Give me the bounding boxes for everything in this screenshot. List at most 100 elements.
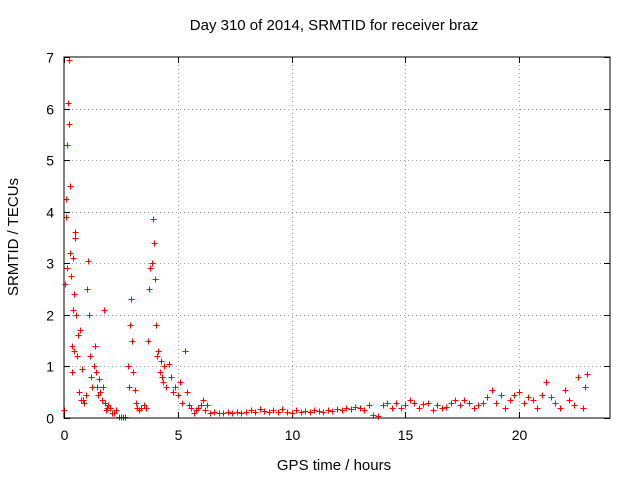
- data-point: [484, 394, 491, 401]
- data-point: [434, 402, 441, 409]
- data-point: [339, 407, 346, 414]
- data-point: [248, 407, 255, 414]
- data-point: [67, 183, 74, 190]
- data-point: [107, 405, 114, 412]
- data-point: [81, 400, 88, 407]
- data-point: [126, 384, 133, 391]
- x-axis-label: GPS time / hours: [277, 457, 391, 474]
- data-point: [502, 405, 509, 412]
- data-point: [375, 413, 382, 420]
- data-point: [480, 400, 487, 407]
- data-point: [566, 397, 573, 404]
- data-points: [61, 57, 591, 421]
- data-point: [127, 322, 134, 329]
- data-point: [172, 384, 179, 391]
- data-point: [575, 374, 582, 381]
- data-point: [152, 276, 159, 283]
- data-point: [84, 286, 91, 293]
- data-point: [316, 408, 323, 415]
- data-point: [67, 250, 74, 257]
- data-point: [457, 402, 464, 409]
- data-point: [198, 402, 205, 409]
- data-point: [279, 406, 286, 413]
- y-tick-label: 1: [46, 359, 54, 375]
- data-point: [334, 406, 341, 413]
- data-point: [562, 387, 569, 394]
- x-tick-label: 10: [285, 427, 301, 443]
- data-point: [207, 410, 214, 417]
- data-point: [430, 407, 437, 414]
- data-point: [580, 405, 587, 412]
- data-point: [151, 240, 158, 247]
- data-point: [157, 369, 164, 376]
- tick-layer: 0 1 2 3 4 5 6 7 0 5 10 15 20: [46, 50, 610, 443]
- data-point: [155, 348, 162, 355]
- data-point: [79, 366, 86, 373]
- data-point: [71, 348, 78, 355]
- data-point: [220, 410, 227, 417]
- data-point: [252, 409, 259, 416]
- data-point: [293, 407, 300, 414]
- data-point: [83, 392, 90, 399]
- data-point: [150, 216, 157, 223]
- data-point: [177, 379, 184, 386]
- data-point: [380, 402, 387, 409]
- data-point: [80, 397, 87, 404]
- data-point: [86, 312, 93, 319]
- data-point: [163, 384, 170, 391]
- data-point: [88, 374, 95, 381]
- data-point: [149, 260, 156, 267]
- x-tick-label: 20: [512, 427, 528, 443]
- data-point: [85, 258, 92, 265]
- data-point: [146, 286, 153, 293]
- data-point: [145, 338, 152, 345]
- y-axis-label: SRMTID / TECUs: [5, 178, 22, 296]
- data-point: [184, 389, 191, 396]
- data-point: [329, 408, 336, 415]
- data-point: [521, 400, 528, 407]
- data-point: [348, 406, 355, 413]
- y-tick-label: 5: [46, 153, 54, 169]
- data-point: [91, 363, 98, 370]
- data-point: [307, 409, 314, 416]
- data-point: [530, 397, 537, 404]
- data-point: [75, 332, 82, 339]
- data-point: [534, 405, 541, 412]
- data-point: [188, 405, 195, 412]
- data-point: [257, 406, 264, 413]
- plot-area-frame: [63, 56, 611, 419]
- data-point: [125, 363, 132, 370]
- data-point: [72, 229, 79, 236]
- data-point: [270, 407, 277, 414]
- data-point: [94, 384, 101, 391]
- data-point: [407, 397, 414, 404]
- data-point: [325, 407, 332, 414]
- data-point: [64, 142, 71, 149]
- data-point: [71, 291, 78, 298]
- data-point: [284, 409, 291, 416]
- data-point: [571, 402, 578, 409]
- data-point: [311, 407, 318, 414]
- data-point: [552, 400, 559, 407]
- y-tick-label: 6: [46, 102, 54, 118]
- data-point: [411, 400, 418, 407]
- data-point: [160, 379, 167, 386]
- data-point: [69, 369, 76, 376]
- data-point: [100, 384, 107, 391]
- data-point: [384, 400, 391, 407]
- data-point: [200, 397, 207, 404]
- data-point: [243, 409, 250, 416]
- data-point: [402, 402, 409, 409]
- data-point: [153, 322, 160, 329]
- data-point: [539, 392, 546, 399]
- data-point: [543, 379, 550, 386]
- data-point: [557, 405, 564, 412]
- data-point: [266, 409, 273, 416]
- data-point: [147, 265, 154, 272]
- data-point: [507, 397, 514, 404]
- data-point: [289, 410, 296, 417]
- data-point: [234, 409, 241, 416]
- data-point: [389, 405, 396, 412]
